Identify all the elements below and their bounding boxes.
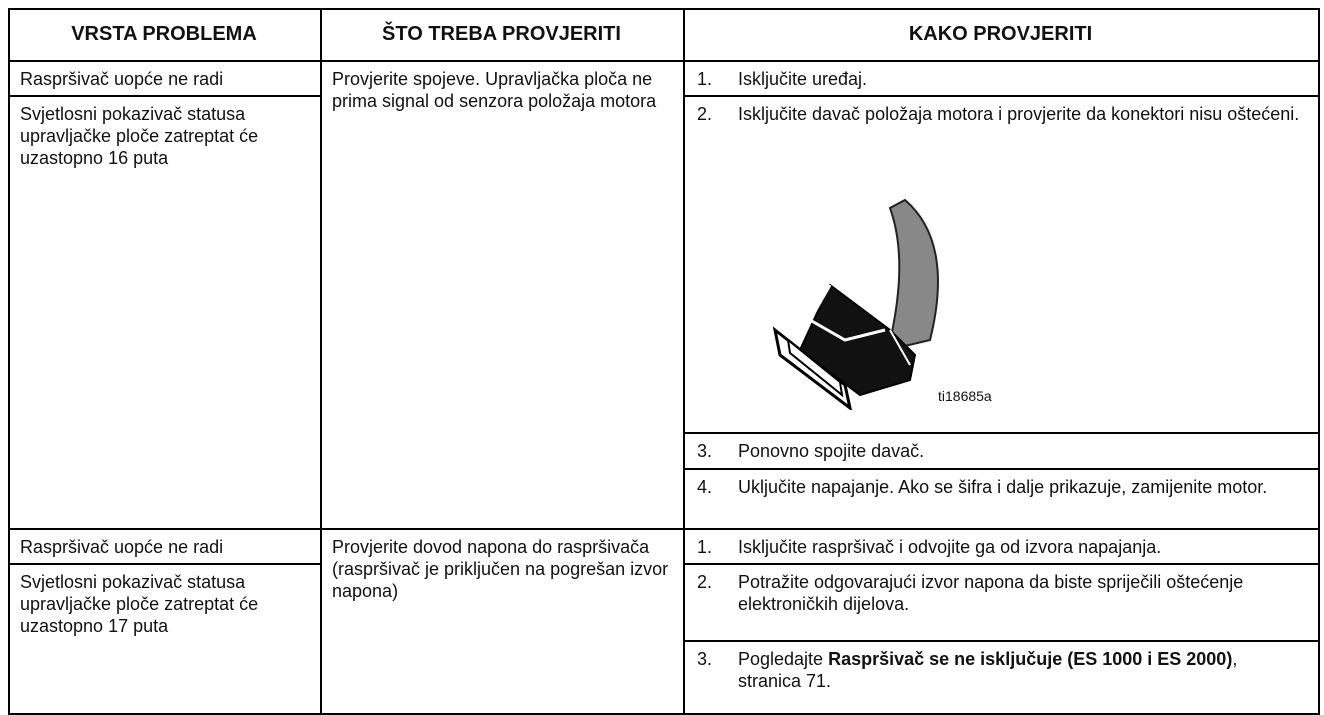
table-border <box>8 713 1318 715</box>
step-text-part: Isključite uređaj. <box>738 69 868 89</box>
problem-text: Raspršivač uopće ne radi <box>20 537 224 557</box>
step-text: Isključite davač položaja motora i provj… <box>738 103 1305 125</box>
column-header: KAKO PROVJERITI <box>908 23 1093 45</box>
table-border <box>8 60 1318 62</box>
step-number: 3. <box>697 649 713 669</box>
step-number: 3. <box>697 441 713 461</box>
table-border <box>8 563 320 565</box>
step-text-part: Ponovno spojite davač. <box>738 441 925 461</box>
figure-label: ti18685a <box>938 388 992 404</box>
table-border <box>320 8 322 715</box>
table-border <box>8 8 10 715</box>
table-border <box>8 528 1318 530</box>
step-text: Isključite raspršivač i odvojite ga od i… <box>738 536 1305 558</box>
step-text: Ponovno spojite davač. <box>738 440 1305 462</box>
step-text-part: Pogledajte <box>738 649 829 669</box>
table-border <box>683 432 1318 434</box>
step-text: Uključite napajanje. Ako se šifra i dalj… <box>738 476 1305 498</box>
table-border <box>1318 8 1320 715</box>
step-number: 1. <box>697 69 713 89</box>
step-text: Isključite uređaj. <box>738 68 1305 90</box>
step-text-part: Isključite davač položaja motora i provj… <box>738 104 1300 124</box>
table-border <box>683 8 685 715</box>
table-border <box>683 95 1318 97</box>
step-number: 1. <box>697 537 713 557</box>
table-border <box>8 8 1318 10</box>
table-border <box>683 468 1318 470</box>
table-border <box>683 640 1318 642</box>
column-header: VRSTA PROBLEMA <box>71 23 257 45</box>
step-number: 2. <box>697 572 713 592</box>
step-text-part: Isključite raspršivač i odvojite ga od i… <box>738 537 1162 557</box>
table-border <box>8 95 320 97</box>
column-header: ŠTO TREBA PROVJERITI <box>382 23 621 45</box>
step-number: 2. <box>697 104 713 124</box>
problem-text: Svjetlosni pokazivač statusa upravljačke… <box>20 572 259 636</box>
step-text-part: Uključite napajanje. Ako se šifra i dalj… <box>738 477 1268 497</box>
step-text: Potražite odgovarajući izvor napona da b… <box>738 571 1305 615</box>
step-text-part: Potražite odgovarajući izvor napona da b… <box>738 572 1244 614</box>
table-border <box>683 563 1318 565</box>
problem-text: Svjetlosni pokazivač statusa upravljačke… <box>20 104 259 168</box>
step-text: Pogledajte Raspršivač se ne isključuje (… <box>738 648 1305 692</box>
connector-illustration <box>772 198 939 410</box>
check-text: Provjerite dovod napona do raspršivača (… <box>332 537 669 601</box>
step-text-part: Raspršivač se ne isključuje (ES 1000 i E… <box>828 649 1233 669</box>
step-text-part: , stranica 71. <box>738 649 1238 691</box>
check-text: Provjerite spojeve. Upravljačka ploča ne… <box>332 69 657 111</box>
problem-text: Raspršivač uopće ne radi <box>20 69 224 89</box>
step-number: 4. <box>697 477 713 497</box>
